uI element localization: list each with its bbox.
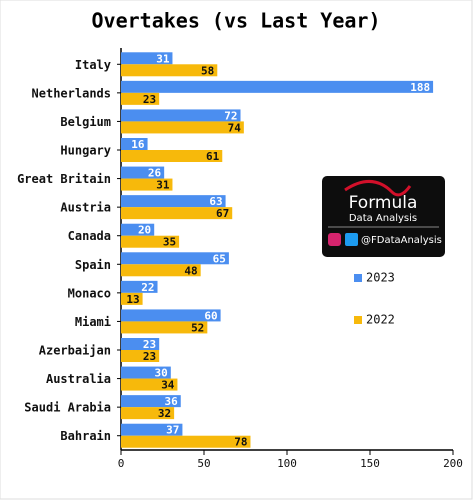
value-label: 52	[191, 321, 204, 334]
bar	[121, 92, 160, 105]
bar	[121, 423, 183, 436]
logo-title: Formula	[349, 193, 418, 213]
value-label: 35	[163, 236, 176, 249]
x-tick-label: 100	[277, 457, 297, 470]
y-tick-label: Belgium	[60, 115, 111, 129]
x-tick-label: 0	[118, 457, 125, 470]
bar	[121, 309, 221, 322]
y-tick-label: Spain	[75, 258, 111, 272]
value-label: 13	[126, 293, 139, 306]
bar	[121, 64, 218, 77]
x-tick-label: 50	[197, 457, 210, 470]
bar	[121, 195, 226, 208]
value-label: 60	[204, 309, 217, 322]
chart-title: Overtakes (vs Last Year)	[92, 9, 381, 33]
y-tick-label: Canada	[68, 229, 111, 243]
bar	[121, 321, 208, 334]
y-tick-label: Miami	[75, 315, 111, 329]
value-label: 30	[155, 367, 168, 380]
bar	[121, 52, 173, 65]
value-label: 61	[206, 150, 220, 163]
bar	[121, 366, 171, 379]
logo-subtitle: Data Analysis	[349, 213, 417, 224]
value-label: 65	[213, 252, 226, 265]
value-label: 26	[148, 167, 162, 180]
bar	[121, 292, 143, 305]
bar	[121, 109, 241, 122]
bar	[121, 235, 180, 248]
bar	[121, 338, 160, 350]
value-label: 36	[165, 395, 179, 408]
value-label: 58	[201, 64, 214, 77]
bar	[121, 395, 181, 408]
value-label: 22	[141, 281, 154, 294]
twitter-icon	[345, 233, 358, 246]
bar	[121, 407, 175, 420]
y-tick-label: Hungary	[60, 144, 111, 158]
y-tick-label: Italy	[75, 58, 111, 72]
y-tick-label: Azerbaijan	[39, 344, 111, 358]
value-label: 48	[184, 264, 197, 277]
logo-handle: @FDataAnalysis	[361, 235, 442, 246]
value-label: 23	[143, 350, 156, 363]
y-tick-label: Netherlands	[32, 86, 111, 100]
bar	[121, 264, 201, 277]
logo-swoosh	[344, 180, 412, 197]
bar	[121, 80, 434, 93]
logo: Formula Data Analysis @FDataAnalysis	[322, 176, 445, 257]
bar	[121, 178, 173, 191]
value-label: 32	[158, 407, 171, 420]
x-tick-label: 200	[443, 457, 463, 470]
bar	[121, 350, 160, 362]
value-label: 23	[143, 93, 156, 106]
value-label: 20	[138, 224, 151, 237]
bar	[121, 435, 251, 448]
legend-label: 2023	[366, 271, 395, 285]
bar	[121, 280, 158, 293]
value-label: 16	[131, 138, 145, 151]
instagram-icon	[328, 233, 341, 246]
value-label: 188	[410, 81, 430, 94]
y-tick-label: Bahrain	[60, 429, 111, 443]
bar	[121, 252, 229, 265]
y-tick-label: Australia	[46, 372, 111, 386]
value-label: 63	[209, 195, 222, 208]
value-label: 31	[156, 179, 170, 192]
y-tick-label: Saudi Arabia	[24, 401, 111, 415]
legend-swatch	[354, 274, 362, 282]
bar	[121, 138, 148, 150]
legend-label: 2022	[366, 313, 395, 327]
value-label: 23	[143, 338, 156, 351]
value-label: 37	[166, 424, 179, 437]
bar	[121, 150, 223, 162]
value-label: 31	[156, 52, 170, 65]
value-label: 67	[216, 207, 229, 220]
value-label: 72	[224, 109, 237, 122]
y-tick-label: Great Britain	[17, 172, 111, 186]
value-label: 78	[234, 436, 247, 449]
bar	[121, 378, 178, 391]
bar	[121, 166, 165, 179]
legend-swatch	[354, 316, 362, 324]
bar	[121, 223, 155, 236]
y-tick-label: Austria	[60, 201, 111, 215]
value-label: 34	[161, 379, 175, 392]
y-tick-label: Monaco	[68, 286, 111, 300]
value-label: 74	[228, 121, 242, 134]
x-tick-label: 150	[360, 457, 380, 470]
bar	[121, 121, 244, 134]
bar	[121, 207, 233, 220]
